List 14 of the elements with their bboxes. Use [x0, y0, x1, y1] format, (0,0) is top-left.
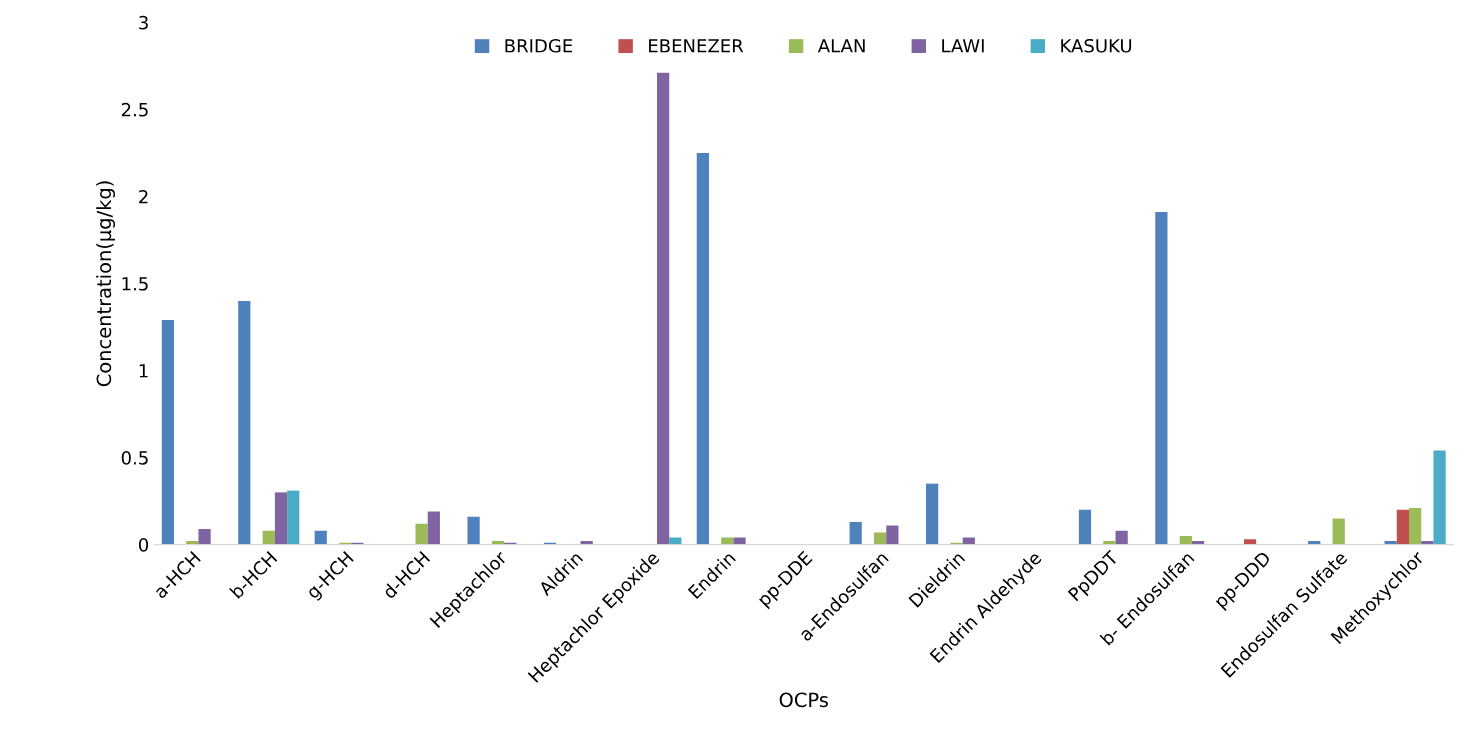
legend-label: KASUKU: [1061, 38, 1132, 53]
legend-label: ALAN: [817, 39, 865, 53]
y-axis-title: Concentration(µg/kg): [96, 181, 116, 387]
x-axis-title: OCPs: [779, 692, 828, 708]
y-tick-label: 3: [139, 15, 148, 30]
y-tick-label: 2: [139, 189, 148, 204]
legend-label: LAWI: [942, 39, 984, 53]
y-tick-label: 1.5: [122, 277, 148, 291]
y-tick-label: 1: [139, 364, 148, 378]
y-tick-label: 2.5: [121, 102, 148, 117]
y-tick-label: 0.5: [121, 451, 148, 465]
y-tick-label: 0: [138, 538, 149, 552]
legend-label: EBENEZER: [649, 39, 744, 53]
legend-label: BRIDGE: [505, 38, 573, 53]
